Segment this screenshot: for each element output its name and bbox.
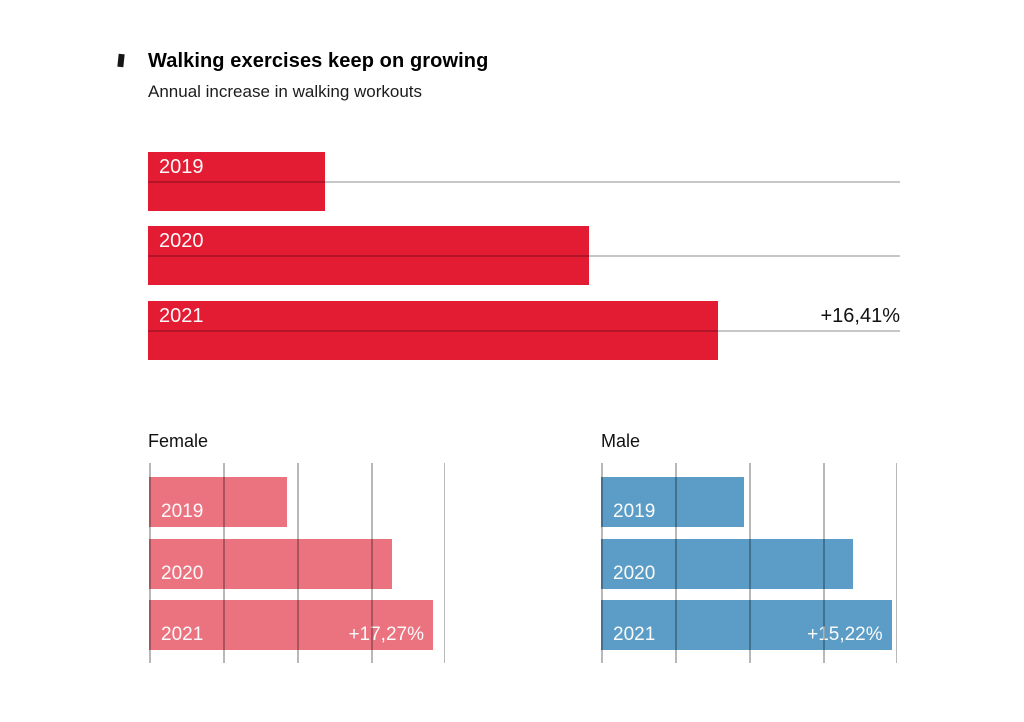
- female-bar-2020: 2020: [149, 539, 393, 589]
- row-gridline: [148, 181, 900, 183]
- male-value-label: +15,22%: [807, 624, 883, 645]
- overall-row-2020: 2020: [148, 226, 900, 285]
- overall-bar-2021: 2021: [148, 301, 718, 360]
- male-chart-title: Male: [601, 431, 641, 451]
- bar-year-label: 2019: [161, 501, 204, 522]
- overall-row-2019: 2019: [148, 152, 900, 211]
- bar-year-label: 2021: [613, 624, 656, 645]
- bar-year-label: 2020: [613, 563, 656, 584]
- row-gridline: [148, 330, 900, 332]
- overall-chart: 2019 2020 2021 +16,41%: [148, 152, 900, 360]
- gridline: [223, 463, 225, 663]
- page-subtitle: Annual increase in walking workouts: [148, 82, 423, 101]
- row-gridline: [148, 255, 900, 257]
- male-bar-2021: 2021 +15,22%: [601, 600, 892, 650]
- overall-bar-2020: 2020: [148, 226, 590, 285]
- overall-value-label: +16,41%: [820, 305, 900, 327]
- overall-row-2021: 2021: [148, 301, 900, 360]
- gridline: [371, 463, 373, 663]
- male-bar-2019: 2019: [601, 477, 745, 527]
- gridline: [297, 463, 299, 663]
- bar-year-label: 2021: [161, 624, 204, 645]
- bar-year-label: 2021: [159, 305, 204, 327]
- female-chart: 2019 2020 2021 +17,27%: [149, 463, 445, 663]
- gridline: [895, 463, 897, 663]
- gridline: [749, 463, 751, 663]
- gridline: [443, 463, 445, 663]
- bar-year-label: 2020: [161, 563, 204, 584]
- gridline: [823, 463, 825, 663]
- bar-year-label: 2019: [613, 501, 656, 522]
- edge-artifact-mark: [117, 53, 125, 68]
- male-bar-2020: 2020: [601, 539, 854, 589]
- gridline: [149, 463, 151, 663]
- female-bar-2021: 2021 +17,27%: [149, 600, 433, 650]
- bar-year-label: 2020: [159, 230, 204, 252]
- page-title: Walking exercises keep on growing: [148, 50, 489, 72]
- female-bar-2019: 2019: [149, 477, 288, 527]
- male-chart: 2019 2020 2021 +15,22%: [601, 463, 897, 663]
- bar-year-label: 2019: [159, 156, 204, 178]
- female-value-label: +17,27%: [348, 624, 424, 645]
- overall-bar-2019: 2019: [148, 152, 326, 211]
- gridline: [675, 463, 677, 663]
- female-chart-title: Female: [148, 431, 209, 451]
- gridline: [601, 463, 603, 663]
